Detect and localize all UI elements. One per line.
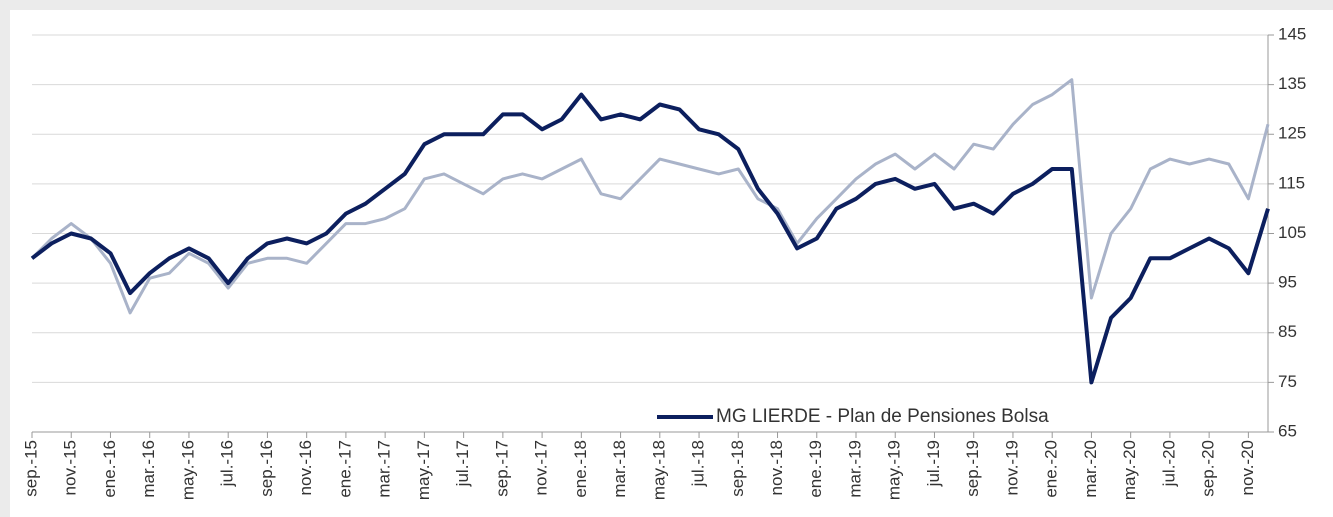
y-tick-label: 115 <box>1278 173 1305 192</box>
y-tick-label: 75 <box>1278 372 1297 391</box>
x-tick-label: jul.-18 <box>689 440 708 487</box>
y-tick-label: 95 <box>1278 273 1297 292</box>
x-tick-label: sep.-18 <box>728 440 747 497</box>
x-tick-label: nov.-18 <box>767 440 786 495</box>
y-tick-label: 135 <box>1278 74 1306 93</box>
x-tick-label: ene.-16 <box>100 440 119 498</box>
x-tick-label: jul.-17 <box>453 440 472 487</box>
x-tick-label: sep.-20 <box>1199 440 1218 497</box>
x-tick-label: may.-17 <box>414 440 433 500</box>
x-tick-label: may.-19 <box>885 440 904 500</box>
x-tick-label: sep.-19 <box>963 440 982 497</box>
x-tick-label: mar.-19 <box>845 440 864 498</box>
x-tick-label: mar.-20 <box>1081 440 1100 498</box>
x-tick-label: nov.-16 <box>296 440 315 495</box>
x-tick-label: jul.-20 <box>1159 440 1178 487</box>
x-tick-label: mar.-17 <box>375 440 394 498</box>
x-tick-label: sep.-15 <box>21 440 40 497</box>
x-tick-label: may.-18 <box>649 440 668 500</box>
y-tick-label: 85 <box>1278 322 1297 341</box>
x-tick-label: sep.-16 <box>257 440 276 497</box>
x-tick-label: mar.-18 <box>610 440 629 498</box>
x-tick-label: nov.-17 <box>532 440 551 495</box>
x-tick-label: mar.-16 <box>139 440 158 498</box>
x-tick-label: may.-16 <box>178 440 197 500</box>
x-tick-label: ene.-19 <box>806 440 825 498</box>
y-tick-label: 65 <box>1278 421 1297 440</box>
x-tick-label: jul.-16 <box>218 440 237 487</box>
x-tick-label: jul.-19 <box>924 440 943 487</box>
x-tick-label: nov.-15 <box>61 440 80 495</box>
x-tick-label: nov.-20 <box>1238 440 1257 495</box>
x-tick-label: ene.-17 <box>335 440 354 498</box>
y-tick-label: 125 <box>1278 124 1306 143</box>
y-tick-label: 105 <box>1278 223 1306 242</box>
series-line <box>30 92 1270 385</box>
x-tick-label: sep.-17 <box>492 440 511 497</box>
y-tick-label: 145 <box>1278 24 1306 43</box>
legend-label: MG LIERDE - Plan de Pensiones Bolsa <box>716 406 1049 427</box>
x-tick-label: ene.-18 <box>571 440 590 498</box>
x-tick-label: may.-20 <box>1120 440 1139 500</box>
x-tick-label: nov.-19 <box>1002 440 1021 495</box>
series-line <box>30 78 1270 315</box>
x-tick-label: ene.-20 <box>1042 440 1061 498</box>
